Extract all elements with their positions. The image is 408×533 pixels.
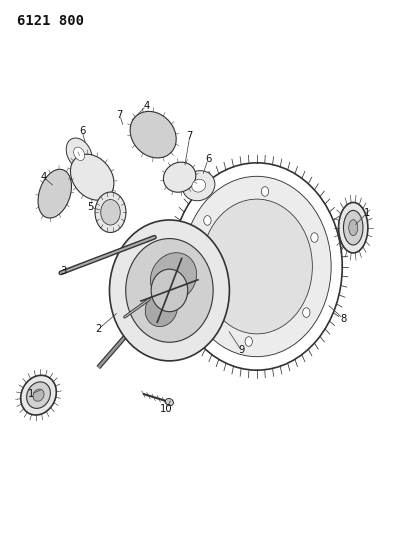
Ellipse shape (202, 199, 313, 334)
Ellipse shape (66, 138, 92, 169)
Circle shape (262, 187, 268, 196)
Circle shape (245, 337, 253, 346)
Ellipse shape (192, 179, 206, 192)
Text: 4: 4 (143, 101, 149, 111)
Text: 7: 7 (186, 131, 193, 141)
Ellipse shape (164, 162, 196, 192)
Text: 9: 9 (238, 345, 244, 356)
Ellipse shape (74, 147, 85, 160)
Text: 8: 8 (340, 313, 346, 324)
Text: 3: 3 (61, 266, 67, 276)
Text: 6: 6 (79, 126, 85, 136)
Ellipse shape (38, 169, 71, 218)
Ellipse shape (151, 269, 188, 312)
Circle shape (303, 308, 310, 317)
Ellipse shape (151, 253, 197, 302)
Text: 10: 10 (160, 404, 173, 414)
Ellipse shape (165, 399, 173, 406)
Ellipse shape (71, 154, 114, 200)
Circle shape (195, 290, 203, 300)
Circle shape (101, 199, 120, 225)
Ellipse shape (182, 171, 215, 201)
Ellipse shape (130, 111, 176, 158)
Ellipse shape (109, 220, 229, 361)
Circle shape (204, 216, 211, 225)
Text: 7: 7 (117, 110, 123, 120)
Ellipse shape (339, 203, 368, 253)
Ellipse shape (349, 220, 358, 236)
Text: 6121 800: 6121 800 (17, 14, 84, 28)
Ellipse shape (33, 389, 44, 401)
Ellipse shape (21, 375, 56, 415)
Circle shape (311, 233, 318, 243)
Ellipse shape (145, 292, 177, 327)
Text: 4: 4 (40, 172, 47, 182)
Text: 1: 1 (28, 389, 34, 399)
Text: 5: 5 (87, 202, 93, 212)
Text: 1: 1 (364, 208, 370, 219)
Ellipse shape (344, 211, 363, 245)
Ellipse shape (126, 239, 213, 342)
Circle shape (95, 192, 126, 232)
Text: 2: 2 (95, 324, 102, 334)
Ellipse shape (27, 382, 51, 408)
Text: 6: 6 (205, 154, 211, 164)
Ellipse shape (182, 176, 331, 357)
